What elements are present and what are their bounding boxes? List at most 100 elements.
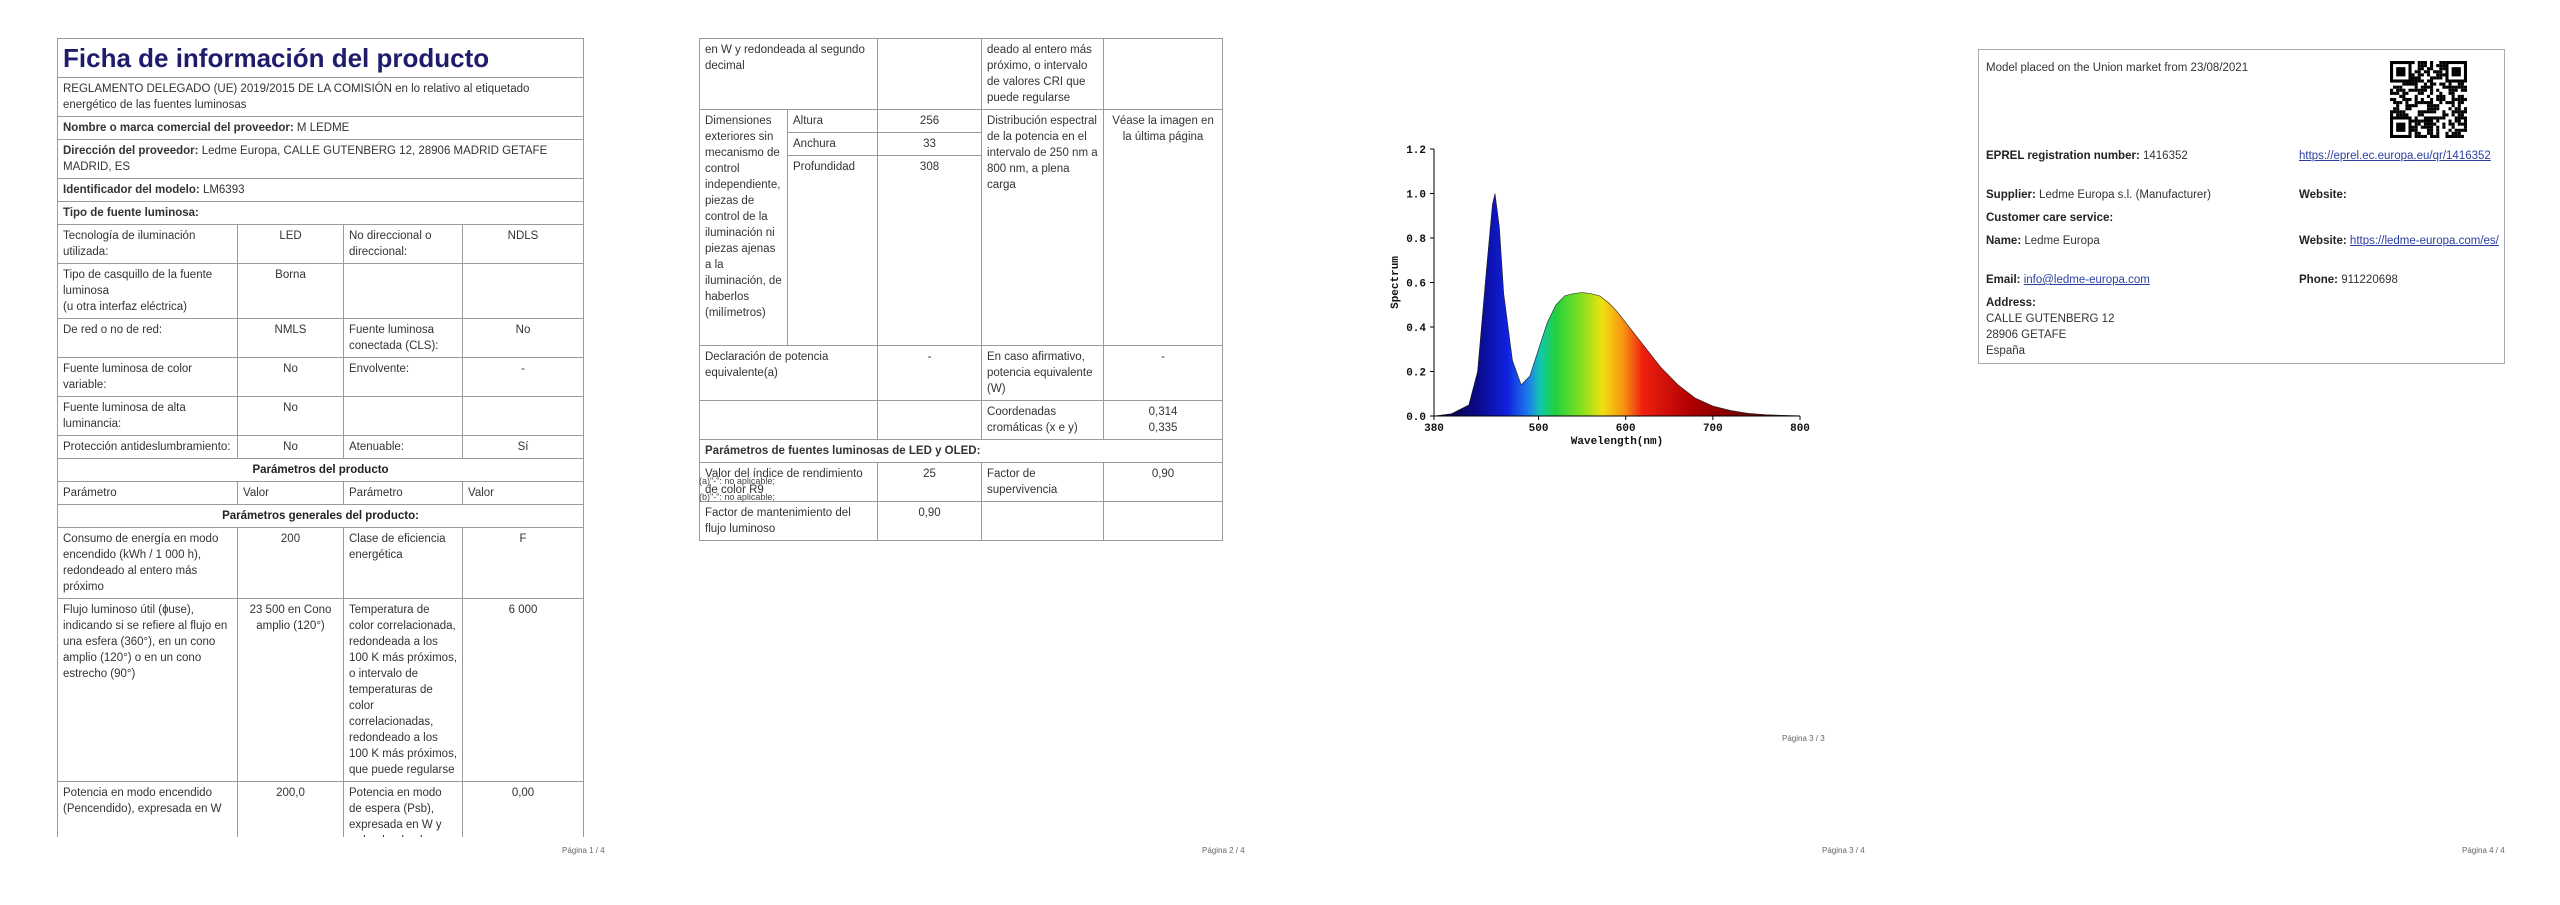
field-value: M LEDME xyxy=(296,122,350,134)
qr-module xyxy=(2436,125,2440,129)
qr-module xyxy=(2445,85,2449,89)
qr-module xyxy=(2430,82,2434,86)
qr-module xyxy=(2433,76,2437,80)
eprel-link: https://eprel.ec.europa.eu/qr/1416352 xyxy=(2299,149,2499,164)
table-cell xyxy=(343,396,463,436)
column-header: Parámetro xyxy=(57,481,238,505)
section-heading: Parámetros generales del producto: xyxy=(56,504,585,528)
link[interactable]: https://eprel.ec.europa.eu/qr/1416352 xyxy=(2299,150,2491,162)
link[interactable]: info@ledme-europa.com xyxy=(2023,274,2150,286)
led-row: Valor del índice de rendimiento de color… xyxy=(698,462,1224,502)
table-cell: 6 000 xyxy=(461,598,585,782)
qr-module xyxy=(2430,128,2434,132)
qr-module xyxy=(2442,67,2446,71)
qr-module xyxy=(2433,107,2437,111)
qr-module xyxy=(2439,97,2443,102)
page-number: Página 3 / 4 xyxy=(1822,846,1865,855)
qr-module xyxy=(2463,119,2467,123)
qr-module xyxy=(2445,113,2449,117)
table-cell xyxy=(698,400,879,440)
qr-module xyxy=(2411,61,2415,65)
qr-module xyxy=(2417,122,2421,126)
qr-module xyxy=(2408,104,2412,108)
qr-module xyxy=(2417,76,2421,80)
qr-module xyxy=(2420,79,2424,83)
qr-module xyxy=(2414,76,2418,80)
footnote: (a)"-": no aplicable; xyxy=(699,476,775,486)
qr-module xyxy=(2411,76,2415,80)
qr-module xyxy=(2423,61,2427,65)
table-cell: Fuente luminosa conectada (CLS): xyxy=(343,318,463,358)
spectrum-outline xyxy=(1433,193,1801,417)
link[interactable]: https://ledme-europa.com/es/ xyxy=(2349,235,2499,247)
field-label: Phone: xyxy=(2299,274,2338,286)
qr-module xyxy=(2454,97,2458,102)
table-cell xyxy=(981,501,1105,541)
y-tick-label: 1.2 xyxy=(1406,145,1426,157)
qr-module xyxy=(2460,134,2464,138)
field-value: LM6393 xyxy=(202,184,245,196)
qr-module xyxy=(2423,64,2427,68)
qr-module xyxy=(2426,70,2431,74)
qr-module xyxy=(2454,107,2458,111)
table-cell: No xyxy=(461,318,585,358)
qr-module xyxy=(2402,91,2406,95)
qr-module xyxy=(2457,97,2461,102)
table-cell: Fuente luminosa de color variable: xyxy=(57,357,238,397)
qr-module xyxy=(2451,110,2455,114)
table-cell: LED xyxy=(237,224,344,264)
table-cell: Factor de supervivencia xyxy=(981,462,1105,502)
field-label: Dirección del proveedor: xyxy=(63,145,199,157)
field: Email: info@ledme-europa.com xyxy=(1986,273,2150,288)
x-axis-title: Wavelength(nm) xyxy=(1571,436,1663,448)
qr-module xyxy=(2433,70,2437,74)
qr-module xyxy=(2430,79,2434,83)
table-cell: De red o no de red: xyxy=(57,318,238,358)
qr-module xyxy=(2430,107,2434,111)
qr-module xyxy=(2423,101,2427,105)
table-cell: Potencia en modo de espera (Psb), expres… xyxy=(343,781,463,837)
qr-module xyxy=(2457,134,2461,138)
qr-module xyxy=(2414,79,2418,83)
qr-module xyxy=(2390,91,2394,95)
table-cell: 0,90 xyxy=(877,501,983,541)
qr-module xyxy=(2417,61,2421,65)
qr-module xyxy=(2420,61,2424,65)
qr-module xyxy=(2420,73,2424,77)
qr-module xyxy=(2426,131,2431,135)
qr-module xyxy=(2396,107,2400,111)
qr-module xyxy=(2423,125,2427,129)
dimension-value: 33 xyxy=(877,132,983,156)
qr-module xyxy=(2439,101,2443,105)
y-tick-label: 0.4 xyxy=(1406,323,1426,335)
qr-module xyxy=(2423,82,2427,86)
qr-module xyxy=(2451,101,2455,105)
qr-module xyxy=(2420,91,2424,95)
qr-module xyxy=(2451,94,2455,98)
qr-module xyxy=(2396,88,2400,92)
qr-module xyxy=(2405,97,2409,102)
qr-module xyxy=(2417,131,2421,135)
qr-module xyxy=(2420,97,2424,102)
qr-module xyxy=(2454,116,2458,120)
page-2: en W y redondeada al segundo decimal dead… xyxy=(640,0,1280,905)
table-cell: 200 xyxy=(237,527,344,599)
qr-module xyxy=(2433,110,2437,114)
qr-module xyxy=(2417,67,2421,71)
regulation-row: REGLAMENTO DELEGADO (UE) 2019/2015 DE LA… xyxy=(56,77,585,117)
column-header: Valor xyxy=(461,481,585,505)
qr-module xyxy=(2417,73,2421,77)
x-tick-label: 380 xyxy=(1424,423,1444,435)
qr-module xyxy=(2396,91,2400,95)
qr-module xyxy=(2402,88,2406,92)
dimension-name: Anchura xyxy=(786,132,879,156)
qr-module xyxy=(2396,101,2400,105)
qr-module xyxy=(2433,104,2437,108)
qr-module xyxy=(2402,113,2406,117)
field-label: Customer care service: xyxy=(1986,212,2114,224)
table-cell: F xyxy=(461,527,585,599)
table-cell: Declaración de potencia equivalente(a) xyxy=(698,345,879,401)
qr-module xyxy=(2417,113,2421,117)
supplier-cell: Nombre o marca comercial del proveedor: … xyxy=(56,116,585,140)
qr-module xyxy=(2436,131,2440,135)
